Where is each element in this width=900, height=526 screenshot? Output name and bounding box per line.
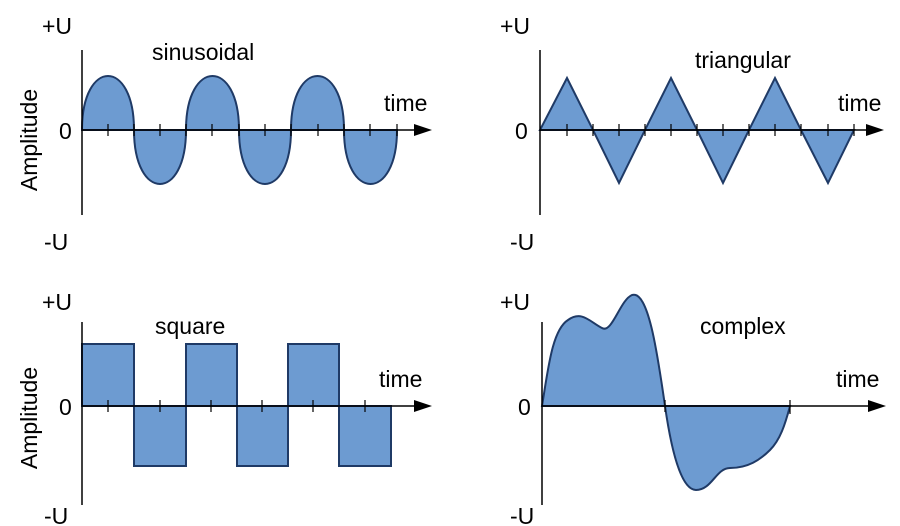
sinusoidal-arrow-head [414,124,432,136]
square-time-label: time [379,366,422,392]
triangular-wave [538,75,856,186]
triangular-arrow-head [866,124,884,136]
triangular-plus-u-label: +U [500,13,530,39]
triangular-minus-u-label: -U [510,229,534,255]
sinusoidal-ticks [107,124,398,136]
square-ticks [107,400,366,412]
triangular-ticks [566,124,855,136]
square-title: square [155,313,225,339]
sinusoidal-time-label: time [384,90,427,116]
complex-time-label: time [836,366,879,392]
complex-minus-u-label: -U [510,503,534,526]
triangular-zero-label: 0 [515,118,528,144]
square-minus-u-label: -U [44,503,68,526]
complex-title: complex [700,313,786,339]
complex-ticks [664,400,791,414]
triangular-title: triangular [695,47,791,73]
sinusoidal-amplitude-label: Amplitude [16,89,42,191]
square-amplitude-label: Amplitude [16,367,42,469]
sinusoidal-title: sinusoidal [152,39,254,65]
square-arrow-head [414,400,432,412]
complex-panel: +U complex time 0 -U [500,289,886,526]
complex-arrow-head [868,400,886,412]
square-zero-label: 0 [59,394,72,420]
sinusoidal-panel: +U sinusoidal time 0 -U Amplitude [16,13,432,255]
sinusoidal-plus-u-label: +U [42,13,72,39]
square-panel: +U square time 0 -U Amplitude [16,289,432,526]
complex-plus-u-label: +U [500,289,530,315]
square-wave [81,343,392,467]
sinusoidal-minus-u-label: -U [44,229,68,255]
triangular-time-label: time [838,90,881,116]
triangular-panel: +U triangular time 0 -U [500,13,884,255]
square-plus-u-label: +U [42,289,72,315]
complex-wave [540,293,792,492]
complex-zero-label: 0 [518,394,531,420]
sinusoidal-zero-label: 0 [59,118,72,144]
